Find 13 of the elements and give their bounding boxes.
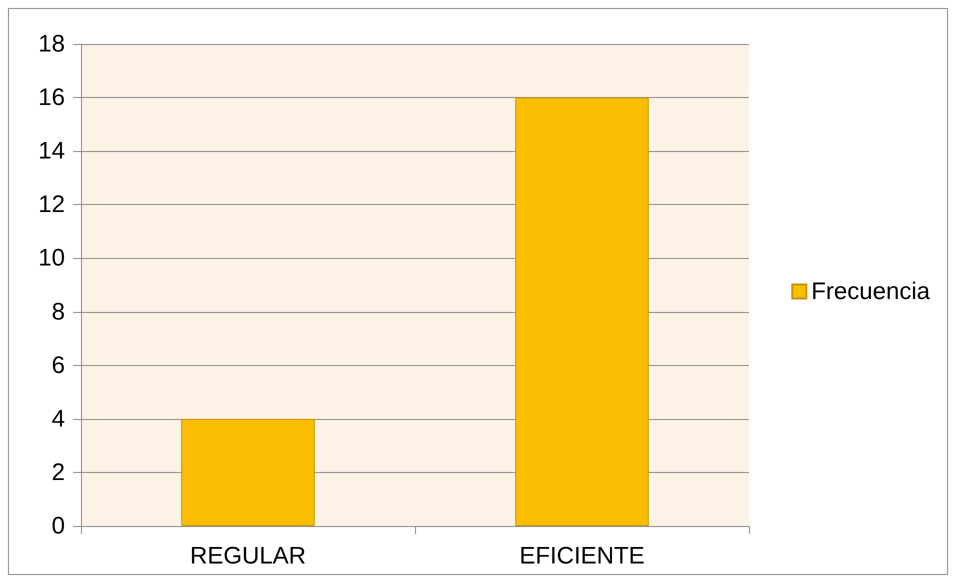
y-tick-label: 12 <box>38 191 65 218</box>
y-tick-label: 10 <box>38 244 65 272</box>
y-tick-label: 2 <box>52 458 65 486</box>
y-tick-label: 0 <box>52 512 65 540</box>
legend-label: Frecuencia <box>811 278 931 305</box>
x-tick-label: EFICIENTE <box>519 542 645 570</box>
y-tick-label: 6 <box>52 352 65 379</box>
y-tick-label: 8 <box>52 298 65 326</box>
y-tick-label: 4 <box>52 405 65 432</box>
y-tick-label: 14 <box>38 138 65 165</box>
x-tick-label: REGULAR <box>190 542 306 570</box>
y-tick-label: 18 <box>38 30 65 58</box>
y-tick-label: 16 <box>38 84 65 112</box>
